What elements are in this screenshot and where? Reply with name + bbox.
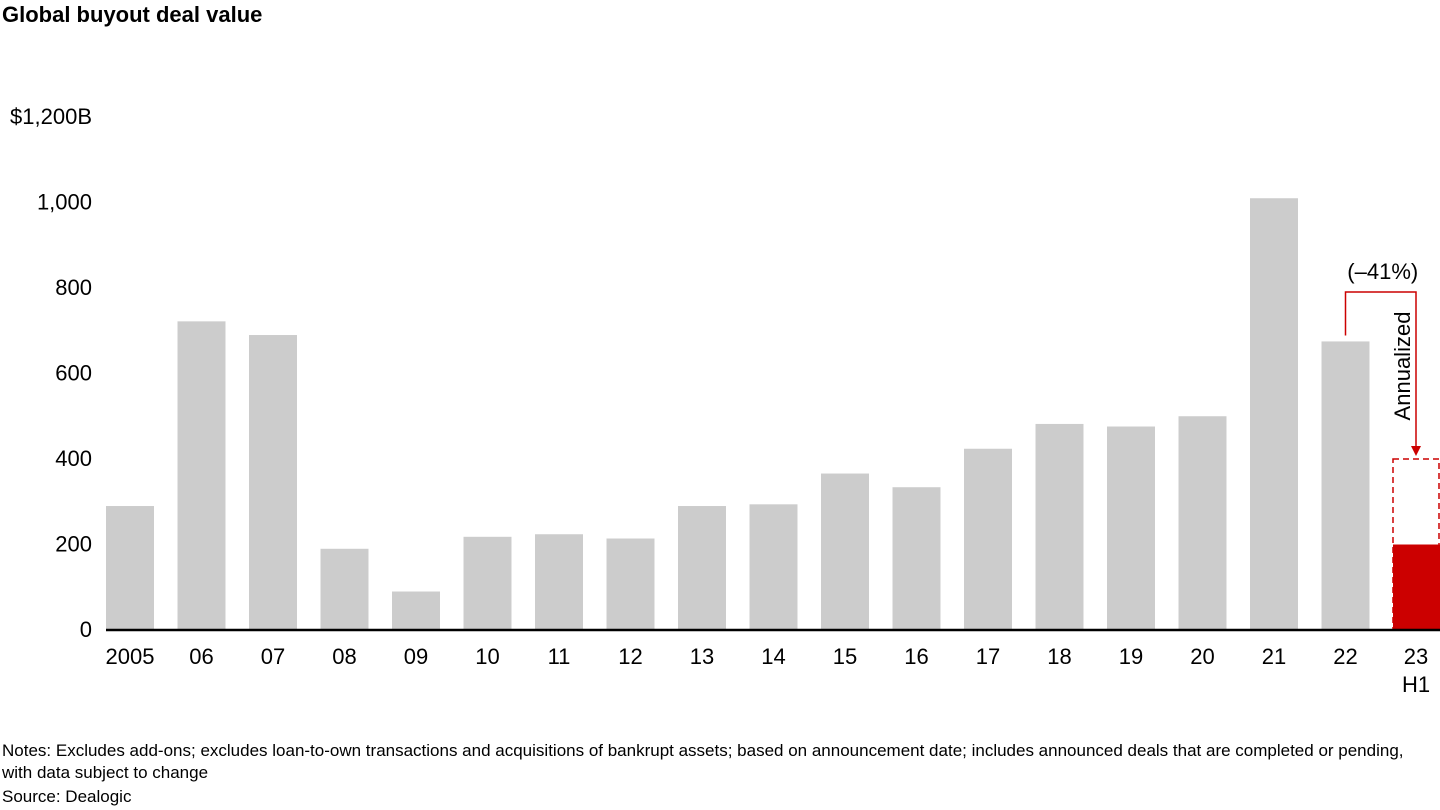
bar-18 bbox=[1035, 423, 1084, 630]
x-tick-label: 18 bbox=[1047, 644, 1071, 669]
y-tick-label: $1,200B bbox=[10, 104, 92, 129]
bar-22 bbox=[1321, 341, 1370, 630]
bar-17 bbox=[964, 448, 1012, 630]
bar-09 bbox=[392, 591, 440, 630]
x-tick-label: 22 bbox=[1333, 644, 1357, 669]
x-tick-label: 17 bbox=[976, 644, 1000, 669]
bar-08 bbox=[320, 548, 369, 630]
x-tick-sublabel: H1 bbox=[1402, 672, 1430, 697]
bar-21 bbox=[1250, 198, 1298, 630]
y-tick-label: 600 bbox=[55, 361, 92, 386]
x-tick-label: 20 bbox=[1190, 644, 1214, 669]
bar-13 bbox=[678, 506, 726, 630]
bar-20 bbox=[1178, 416, 1227, 630]
bar-2005 bbox=[106, 506, 154, 630]
chart-title: Global buyout deal value bbox=[2, 2, 263, 27]
x-tick-label: 13 bbox=[690, 644, 714, 669]
x-tick-label: 15 bbox=[833, 644, 857, 669]
bar-23 bbox=[1393, 544, 1440, 630]
bar-10 bbox=[463, 536, 512, 630]
y-tick-label: 400 bbox=[55, 446, 92, 471]
x-tick-label: 12 bbox=[618, 644, 642, 669]
x-tick-label: 21 bbox=[1262, 644, 1286, 669]
x-tick-label: 09 bbox=[404, 644, 428, 669]
x-tick-label: 06 bbox=[189, 644, 213, 669]
x-tick-label: 07 bbox=[261, 644, 285, 669]
bar-11 bbox=[535, 534, 583, 630]
x-tick-label: 19 bbox=[1119, 644, 1143, 669]
bar-16 bbox=[892, 487, 941, 630]
change-label: (–41%) bbox=[1347, 259, 1418, 284]
x-tick-label: 2005 bbox=[106, 644, 155, 669]
x-tick-label: 08 bbox=[332, 644, 356, 669]
notes: Notes: Excludes add-ons; excludes loan-t… bbox=[2, 741, 1404, 782]
source: Source: Dealogic bbox=[2, 787, 132, 806]
y-tick-label: 0 bbox=[80, 617, 92, 642]
chart: 0 200 400 600 800 1,000 $1,200B 2005 06 07 08 09 10… bbox=[10, 104, 1440, 697]
bar-14 bbox=[749, 504, 798, 630]
x-tick-label: 16 bbox=[904, 644, 928, 669]
bar-12 bbox=[606, 538, 655, 630]
y-tick-label: 1,000 bbox=[37, 190, 92, 215]
x-tick-label: 10 bbox=[475, 644, 499, 669]
y-tick-label: 800 bbox=[55, 275, 92, 300]
x-tick-label: 23 bbox=[1404, 644, 1428, 669]
y-tick-label: 200 bbox=[55, 532, 92, 557]
annualized-label: Annualized bbox=[1390, 312, 1415, 421]
bar-19 bbox=[1107, 426, 1155, 630]
x-tick-label: 14 bbox=[761, 644, 785, 669]
bar-07 bbox=[249, 335, 297, 630]
bar-15 bbox=[821, 473, 869, 630]
x-tick-label: 11 bbox=[548, 644, 571, 669]
change-bracket-arrow bbox=[1344, 291, 1421, 456]
bar-06 bbox=[177, 321, 226, 630]
